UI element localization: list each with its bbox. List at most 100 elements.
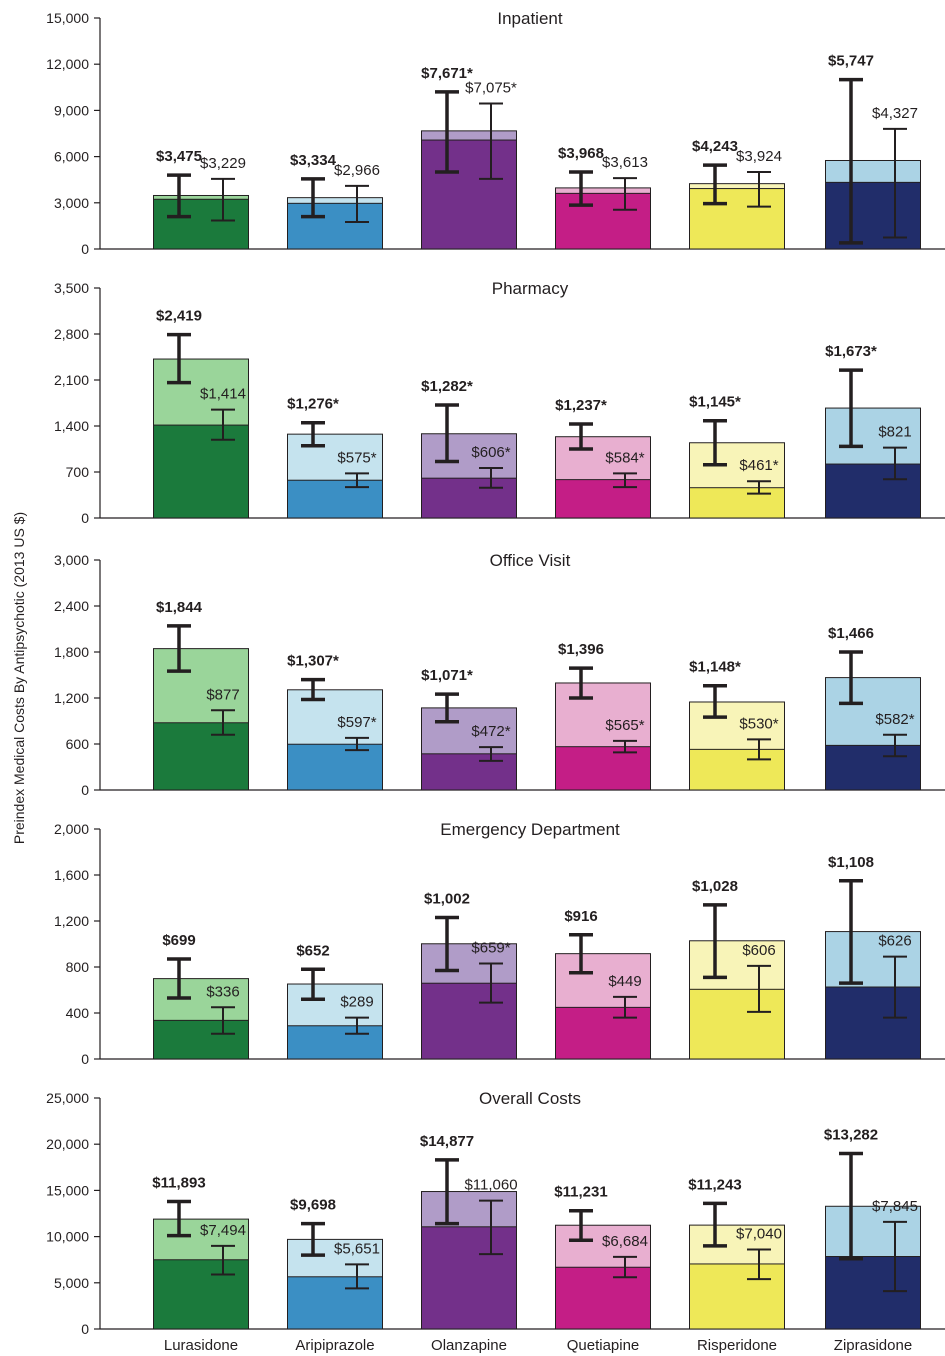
data-label-median: $575* — [337, 449, 376, 466]
panel-1: 0 700 1,400 2,100 2,800 3,500 Pharmacy $2,419 $1… — [54, 279, 945, 526]
y-tick-label: 5,000 — [54, 1275, 89, 1291]
bar-median — [555, 479, 651, 519]
y-tick-label: 1,200 — [54, 690, 89, 706]
data-label-total: $1,148* — [689, 659, 741, 676]
y-tick-label: 2,100 — [54, 372, 89, 388]
bar-median — [421, 139, 517, 250]
data-label-total: $3,475 — [156, 148, 202, 165]
y-tick-label: 9,000 — [54, 102, 89, 118]
bar-median — [421, 477, 517, 519]
y-tick-label: 10,000 — [46, 1229, 89, 1245]
data-label-total: $1,145* — [689, 394, 741, 411]
data-label-median: $461* — [739, 457, 778, 474]
y-tick-label: 1,600 — [54, 867, 89, 883]
bar-median — [287, 1025, 383, 1060]
y-axis-label: Preindex Medical Costs By Antipsychotic … — [11, 512, 27, 844]
data-label-total: $3,334 — [290, 152, 337, 169]
bar-median — [689, 1263, 785, 1330]
bar-median — [689, 188, 785, 250]
data-label-median: $3,613 — [602, 154, 648, 171]
data-label-median: $606 — [742, 942, 775, 959]
bar-median — [555, 746, 651, 791]
data-label-total: $11,231 — [554, 1184, 607, 1201]
y-tick-label: 800 — [66, 959, 90, 975]
y-tick-label: 1,800 — [54, 644, 89, 660]
data-label-total: $3,968 — [558, 145, 604, 162]
data-label-median: $626 — [878, 933, 911, 950]
data-label-total: $2,419 — [156, 308, 202, 325]
data-label-median: $584* — [605, 449, 644, 466]
panel-title: Pharmacy — [492, 279, 569, 298]
data-label-median: $7,494 — [200, 1222, 246, 1239]
data-label-total: $1,673* — [825, 343, 877, 360]
data-label-total: $1,396 — [558, 641, 604, 658]
bar-median — [825, 181, 921, 250]
y-tick-label: 6,000 — [54, 149, 89, 165]
data-label-median: $5,651 — [334, 1240, 380, 1257]
bar-median — [825, 1256, 921, 1330]
data-label-total: $11,243 — [688, 1176, 741, 1193]
bar-median — [421, 982, 517, 1060]
category-label: Olanzapine — [431, 1337, 507, 1354]
y-tick-label: 2,800 — [54, 326, 89, 342]
data-label-total: $7,671* — [421, 65, 473, 82]
data-label-median: $659* — [471, 940, 510, 957]
data-label-median: $3,924 — [736, 148, 782, 165]
data-label-total: $1,844 — [156, 599, 203, 616]
data-label-median: $582* — [875, 711, 914, 728]
panel-0: 0 3,000 6,000 9,000 12,000 15,000 Inpatient $3,… — [46, 9, 945, 257]
data-label-median: $565* — [605, 717, 644, 734]
data-label-median: $877 — [206, 686, 239, 703]
data-label-total: $1,237* — [555, 397, 607, 414]
category-labels: Lurasidone Aripiprazole Olanzapine Quetiapi… — [164, 1337, 912, 1354]
data-label-total: $5,747 — [828, 53, 874, 70]
bar-median — [287, 202, 383, 250]
panels: 0 3,000 6,000 9,000 12,000 15,000 Inpatient $3,… — [46, 9, 945, 1337]
y-tick-label: 25,000 — [46, 1090, 89, 1106]
panel-title: Emergency Department — [440, 820, 620, 839]
y-tick-label: 1,200 — [54, 913, 89, 929]
data-label-median: $606* — [471, 444, 510, 461]
y-tick-label: 600 — [66, 736, 90, 752]
category-label: Lurasidone — [164, 1337, 238, 1354]
data-label-total: $1,071* — [421, 667, 473, 684]
bar-median — [555, 192, 651, 250]
bar-median — [153, 198, 249, 250]
y-tick-label: 2,400 — [54, 598, 89, 614]
data-label-total: $1,307* — [287, 653, 339, 670]
y-tick-label: 0 — [81, 1321, 89, 1337]
data-label-total: $1,466 — [828, 625, 874, 642]
data-label-median: $3,229 — [200, 155, 246, 172]
category-label: Quetiapine — [567, 1337, 640, 1354]
category-label: Risperidone — [697, 1337, 777, 1354]
data-label-median: $821 — [878, 424, 911, 441]
bar-median — [825, 744, 921, 791]
bar-median — [825, 986, 921, 1060]
panel-title: Inpatient — [497, 9, 562, 28]
y-tick-label: 0 — [81, 782, 89, 798]
bar-median — [689, 988, 785, 1060]
y-tick-label: 1,400 — [54, 418, 89, 434]
data-label-total: $699 — [162, 932, 195, 949]
data-label-median: $7,845 — [872, 1198, 918, 1215]
y-tick-label: 3,000 — [54, 552, 89, 568]
data-label-total: $1,276* — [287, 396, 339, 413]
y-tick-label: 20,000 — [46, 1136, 89, 1152]
data-label-total: $13,282 — [824, 1126, 878, 1143]
data-label-median: $2,966 — [334, 162, 380, 179]
y-tick-label: 0 — [81, 241, 89, 257]
data-label-total: $1,028 — [692, 878, 738, 895]
data-label-total: $916 — [564, 908, 597, 925]
y-tick-label: 3,500 — [54, 280, 89, 296]
panel-title: Overall Costs — [479, 1089, 581, 1108]
data-label-median: $1,414 — [200, 386, 246, 403]
bar-median — [153, 1019, 249, 1060]
y-tick-label: 700 — [66, 464, 90, 480]
data-label-total: $11,893 — [152, 1174, 205, 1191]
data-label-total: $4,243 — [692, 138, 738, 155]
bar-median — [555, 1006, 651, 1060]
bar-median — [421, 753, 517, 791]
data-label-total: $1,282* — [421, 378, 473, 395]
data-label-total: $1,002 — [424, 891, 470, 908]
